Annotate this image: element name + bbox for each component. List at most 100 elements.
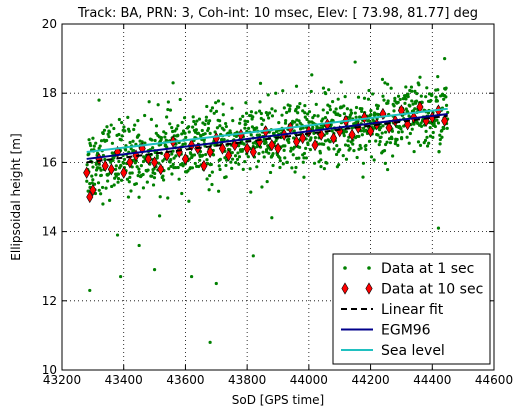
point-1sec [410, 89, 414, 93]
point-1sec [349, 108, 353, 112]
point-1sec [302, 151, 307, 156]
legend-marker-1sec [343, 266, 347, 270]
point-1sec [110, 184, 114, 189]
point-1sec [200, 128, 204, 133]
legend-marker-1sec [367, 266, 371, 270]
point-1sec [116, 177, 121, 181]
point-1sec [349, 111, 354, 115]
point-1sec [257, 133, 262, 137]
point-1sec [177, 177, 181, 181]
point-1sec [230, 150, 234, 155]
point-1sec [319, 165, 323, 169]
point-10sec [157, 163, 165, 176]
point-1sec [109, 123, 113, 127]
point-1sec [312, 113, 317, 118]
point-1sec [206, 126, 211, 131]
point-1sec [92, 182, 97, 186]
plot-frame [61, 23, 495, 371]
point-1sec [297, 156, 301, 160]
point-1sec [331, 100, 335, 104]
point-1sec [237, 155, 242, 159]
x-tick-label: 44200 [351, 373, 389, 387]
point-1sec-outlier [190, 274, 194, 279]
point-1sec [357, 115, 362, 119]
point-1sec [124, 148, 128, 152]
point-1sec [261, 150, 265, 154]
point-1sec [143, 141, 147, 145]
point-1sec [96, 181, 101, 185]
point-1sec [418, 75, 422, 79]
point-1sec [180, 191, 184, 196]
point-1sec [280, 113, 284, 117]
point-1sec [151, 183, 156, 187]
point-1sec [88, 181, 92, 186]
point-1sec [369, 155, 374, 159]
point-10sec [379, 107, 387, 121]
point-1sec [353, 121, 358, 125]
point-1sec [237, 162, 241, 166]
point-1sec [87, 152, 91, 156]
point-1sec [235, 157, 240, 162]
point-1sec [127, 180, 131, 184]
point-1sec [238, 121, 242, 125]
point-1sec [312, 161, 317, 165]
point-1sec [264, 110, 268, 115]
point-1sec [234, 160, 238, 165]
point-1sec [351, 142, 355, 146]
point-1sec [85, 179, 89, 183]
point-1sec [436, 74, 440, 79]
marks-layer [83, 57, 450, 344]
point-1sec [330, 129, 334, 133]
point-1sec [374, 139, 378, 143]
point-10sec [360, 111, 368, 124]
point-1sec [425, 135, 429, 139]
point-10sec [441, 114, 449, 127]
point-1sec [442, 126, 446, 131]
point-1sec [256, 159, 261, 163]
point-1sec [170, 125, 174, 130]
point-1sec [203, 132, 207, 136]
point-1sec [376, 133, 380, 137]
point-1sec [154, 124, 159, 128]
legend-label: Data at 10 sec [381, 282, 483, 298]
point-1sec [328, 104, 332, 109]
point-1sec [164, 131, 168, 136]
point-1sec [145, 180, 149, 184]
point-1sec [137, 170, 141, 174]
point-1sec [267, 151, 271, 155]
point-1sec [108, 198, 112, 203]
point-1sec [271, 163, 275, 168]
point-1sec [322, 142, 326, 146]
point-1sec [107, 135, 111, 139]
point-1sec [327, 88, 331, 92]
point-1sec [440, 135, 444, 139]
point-10sec [83, 166, 91, 179]
point-1sec [302, 156, 306, 160]
point-10sec [249, 145, 257, 159]
point-1sec [311, 125, 315, 129]
point-1sec [147, 100, 151, 104]
point-1sec [229, 160, 233, 164]
point-1sec [444, 103, 449, 107]
point-1sec [337, 163, 341, 167]
legend-box [332, 253, 491, 365]
point-1sec [99, 192, 103, 196]
point-1sec [139, 164, 143, 168]
point-1sec [296, 111, 300, 115]
point-1sec [325, 111, 330, 115]
point-1sec [233, 154, 238, 158]
point-1sec [106, 179, 110, 183]
point-1sec [281, 162, 285, 166]
point-1sec [357, 134, 361, 138]
point-1sec [126, 195, 131, 199]
point-1sec [195, 119, 199, 123]
point-1sec [168, 122, 172, 126]
point-1sec [356, 95, 361, 99]
point-1sec [224, 121, 228, 126]
point-1sec [369, 113, 373, 117]
point-1sec [130, 165, 134, 169]
point-1sec [184, 135, 188, 139]
point-1sec [249, 110, 254, 114]
point-1sec [99, 139, 104, 143]
point-10sec [206, 145, 214, 159]
